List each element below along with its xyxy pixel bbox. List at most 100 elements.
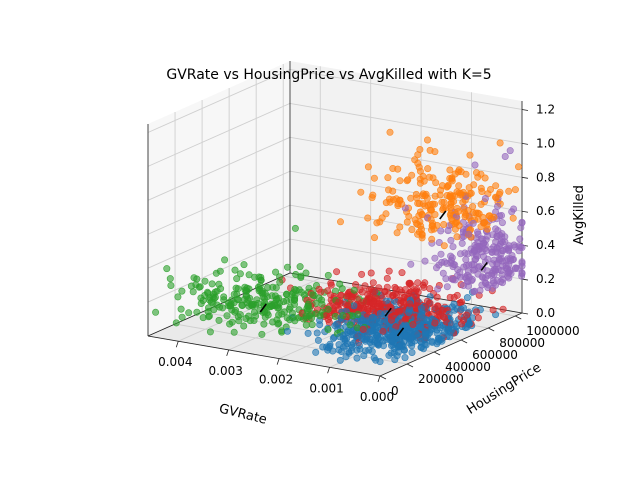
data-point <box>465 230 473 238</box>
data-point <box>242 314 250 322</box>
data-point <box>407 288 415 296</box>
data-point <box>166 275 174 283</box>
data-point <box>405 212 413 220</box>
data-point <box>484 232 492 240</box>
data-point <box>167 281 175 289</box>
data-point <box>378 300 386 308</box>
data-point <box>302 321 310 329</box>
centroid-marker <box>259 303 267 313</box>
data-point <box>250 308 258 316</box>
data-points <box>152 128 526 366</box>
centroid-marker <box>396 327 405 337</box>
data-point <box>453 233 461 241</box>
data-point <box>449 263 457 271</box>
z-tick-label: 0.0 <box>536 306 555 320</box>
data-point <box>360 352 368 360</box>
data-point <box>438 198 446 206</box>
data-point <box>275 319 283 327</box>
data-point <box>212 269 220 277</box>
data-point <box>234 296 242 304</box>
data-point <box>324 271 332 279</box>
data-point <box>408 348 416 356</box>
data-point <box>466 190 474 198</box>
data-point <box>346 321 354 329</box>
data-point <box>514 163 522 171</box>
data-point <box>475 210 483 218</box>
data-point <box>412 219 420 227</box>
axis-ticks: 0.004 0.003 0.002 0.001 0.0000 20000040000060… <box>158 103 580 405</box>
data-point <box>447 236 455 244</box>
data-point <box>280 308 288 316</box>
grid-line-z-left <box>147 204 291 269</box>
data-point <box>416 333 424 341</box>
data-point <box>505 187 513 195</box>
data-point <box>423 136 431 144</box>
data-point <box>349 312 357 320</box>
tick-mark <box>515 315 522 320</box>
data-point <box>347 347 355 355</box>
data-point <box>231 266 239 274</box>
data-point <box>417 323 425 331</box>
data-point <box>268 292 276 300</box>
data-point <box>245 271 253 279</box>
data-point <box>391 356 399 364</box>
data-point <box>481 195 489 203</box>
x-axis-label: GVRate <box>217 401 268 427</box>
data-point <box>402 315 410 323</box>
data-point <box>347 328 355 336</box>
tick-mark <box>460 339 468 344</box>
data-point <box>450 306 458 314</box>
z-tick-label: 0.2 <box>536 272 555 286</box>
data-point <box>457 168 465 176</box>
data-point <box>454 208 462 216</box>
data-point <box>443 259 451 267</box>
data-point <box>437 250 445 258</box>
data-point <box>230 328 238 336</box>
data-point <box>499 305 507 313</box>
data-point <box>504 268 512 276</box>
data-point <box>424 165 432 173</box>
data-point <box>472 308 480 316</box>
data-point <box>449 243 457 251</box>
data-point <box>240 261 248 269</box>
tick-mark <box>488 327 495 332</box>
data-point <box>245 302 253 310</box>
data-point <box>495 255 503 263</box>
tick-mark <box>276 358 280 365</box>
data-point <box>425 173 433 181</box>
data-point <box>396 342 404 350</box>
data-point <box>369 279 377 287</box>
data-point <box>476 286 484 294</box>
data-point <box>440 221 448 229</box>
data-point <box>518 259 526 267</box>
data-point <box>309 291 317 299</box>
data-point <box>226 320 234 328</box>
tick-mark <box>521 176 529 179</box>
data-point <box>363 333 371 341</box>
centroid-markers <box>259 210 488 337</box>
data-point <box>208 280 216 288</box>
data-point <box>428 338 436 346</box>
data-point <box>407 194 415 202</box>
data-point <box>250 316 258 324</box>
data-point <box>373 219 381 227</box>
tick-mark <box>175 341 179 348</box>
x-tick-label: 0.001 <box>309 381 343 395</box>
data-point <box>201 277 209 285</box>
data-point <box>428 235 436 243</box>
data-point <box>416 313 424 321</box>
data-point <box>460 205 468 213</box>
data-point <box>206 328 214 336</box>
data-point <box>347 295 355 303</box>
data-point <box>391 283 399 291</box>
data-point <box>185 309 193 317</box>
data-point <box>489 260 497 268</box>
data-point <box>446 175 454 183</box>
data-point <box>223 312 231 320</box>
data-point <box>358 270 366 278</box>
data-point <box>368 347 376 355</box>
data-point <box>297 272 305 280</box>
data-point <box>427 226 435 234</box>
